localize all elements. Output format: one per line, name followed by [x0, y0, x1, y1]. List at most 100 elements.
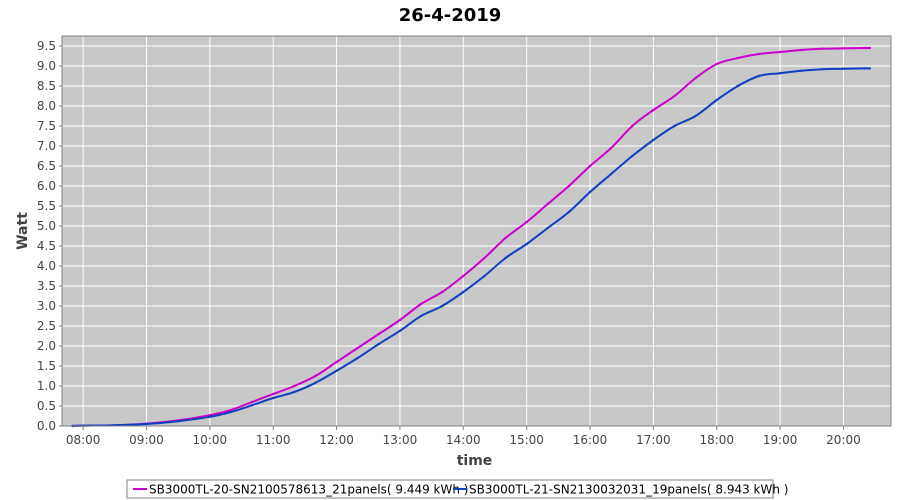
data-point-series-2 — [504, 256, 507, 260]
data-point-series-2 — [863, 67, 866, 70]
data-point-series-1 — [314, 374, 317, 378]
data-point-series-2 — [419, 314, 423, 318]
data-point-series-1 — [609, 146, 613, 150]
y-tick-label: 2.5 — [37, 319, 56, 333]
data-point-series-1 — [757, 52, 761, 56]
data-point-series-2 — [652, 138, 655, 142]
x-tick-label: 11:00 — [256, 433, 291, 447]
y-tick-label: 9.5 — [37, 39, 56, 53]
series-line-2 — [71, 67, 871, 427]
data-point-series-2 — [335, 369, 338, 372]
data-point-series-2 — [609, 172, 613, 176]
data-point-series-2 — [736, 84, 740, 88]
data-point-series-2 — [462, 290, 465, 294]
y-tick-label: 0.0 — [37, 419, 56, 433]
data-point-series-2 — [176, 420, 180, 423]
data-point-series-2 — [440, 304, 444, 308]
y-tick-label: 2.0 — [37, 339, 56, 353]
data-point-series-2 — [250, 404, 254, 407]
x-tick-label: 14:00 — [446, 433, 481, 447]
legend: SB3000TL-20-SN2100578613_21panels( 9.449… — [126, 479, 788, 499]
x-tick-label: 17:00 — [636, 433, 671, 447]
y-tick-label: 8.0 — [37, 99, 56, 113]
x-axis: 08:00 09:00 10:00 11:00 12:00 13:00 14:00 15:00… — [66, 426, 861, 447]
y-tick-label: 1.5 — [37, 359, 56, 373]
x-axis-label: time — [457, 453, 493, 469]
data-point-series-1 — [229, 408, 233, 412]
data-point-series-2 — [757, 74, 761, 78]
x-tick-label: 20:00 — [826, 433, 861, 447]
data-point-series-2 — [293, 390, 296, 394]
grid-lines — [62, 36, 891, 427]
data-point-series-2 — [314, 381, 317, 384]
data-point-series-2 — [631, 154, 634, 158]
series-line-1 — [71, 46, 871, 427]
data-point-series-2 — [398, 329, 402, 332]
data-point-series-1 — [842, 47, 845, 50]
data-point-series-2 — [356, 356, 359, 360]
y-tick-label: 5.0 — [37, 219, 56, 233]
chart-title: 26-4-2019 — [399, 5, 502, 26]
data-point-series-1 — [694, 76, 697, 80]
x-tick-label: 12:00 — [319, 433, 354, 447]
x-tick-label: 13:00 — [383, 433, 418, 447]
plot-border — [61, 35, 892, 427]
data-point-series-2 — [715, 98, 718, 102]
data-point-series-1 — [335, 360, 338, 364]
y-tick-label: 7.5 — [37, 119, 56, 133]
data-point-series-1 — [250, 400, 254, 404]
y-tick-label: 8.5 — [37, 79, 56, 93]
data-point-series-2 — [525, 242, 528, 246]
data-point-series-1 — [293, 384, 296, 388]
data-point-series-1 — [462, 274, 465, 278]
plot-area — [62, 36, 891, 426]
data-point-series-1 — [821, 47, 824, 50]
data-point-series-1 — [525, 220, 528, 224]
legend-label-series-1: SB3000TL-20-SN2100578613_21panels( 9.449… — [149, 483, 468, 497]
data-point-series-2 — [673, 124, 676, 128]
data-point-series-1 — [778, 50, 782, 54]
y-tick-label: 4.0 — [37, 259, 56, 273]
data-point-series-1 — [631, 124, 634, 128]
y-tick-label: 6.0 — [37, 179, 56, 193]
data-point-series-2 — [546, 226, 549, 230]
data-point-series-2 — [800, 69, 803, 73]
x-tick-label: 10:00 — [193, 433, 228, 447]
data-point-series-1 — [736, 56, 740, 60]
data-point-series-1 — [356, 346, 359, 350]
data-point-series-2 — [694, 114, 697, 118]
y-tick-label: 1.0 — [37, 379, 56, 393]
y-tick-label: 5.5 — [37, 199, 56, 213]
data-point-series-1 — [673, 94, 676, 98]
x-tick-label: 08:00 — [66, 433, 101, 447]
x-tick-label: 09:00 — [129, 433, 164, 447]
data-point-series-1 — [272, 392, 275, 396]
data-point-series-1 — [715, 62, 718, 66]
y-tick-label: 3.5 — [37, 279, 56, 293]
data-point-series-1 — [863, 46, 866, 50]
x-tick-label: 15:00 — [509, 433, 544, 447]
data-point-series-1 — [588, 164, 592, 168]
data-point-series-2 — [145, 422, 148, 426]
data-point-series-2 — [272, 396, 275, 400]
data-point-series-2 — [821, 68, 824, 71]
data-point-series-2 — [842, 67, 845, 71]
y-axis: 0.0 0.5 1.0 1.5 2.0 2.5 3.0 3.5 4.0 4.5 5.0 5.5 6.0 6… — [37, 39, 62, 433]
y-tick-label: 7.0 — [37, 139, 56, 153]
data-point-series-1 — [504, 236, 507, 240]
series-layer — [71, 46, 872, 428]
legend-box — [126, 479, 774, 499]
data-point-series-2 — [588, 190, 592, 194]
y-axis-label: Watt — [15, 212, 31, 250]
data-point-series-2 — [208, 415, 212, 418]
data-point-series-1 — [419, 302, 423, 306]
y-tick-label: 6.5 — [37, 159, 56, 173]
data-point-series-2 — [868, 67, 872, 70]
data-point-series-1 — [398, 318, 402, 322]
data-point-series-1 — [652, 108, 655, 112]
y-tick-label: 3.0 — [37, 299, 56, 313]
y-tick-label: 0.5 — [37, 399, 56, 413]
data-point-series-1 — [483, 256, 486, 260]
